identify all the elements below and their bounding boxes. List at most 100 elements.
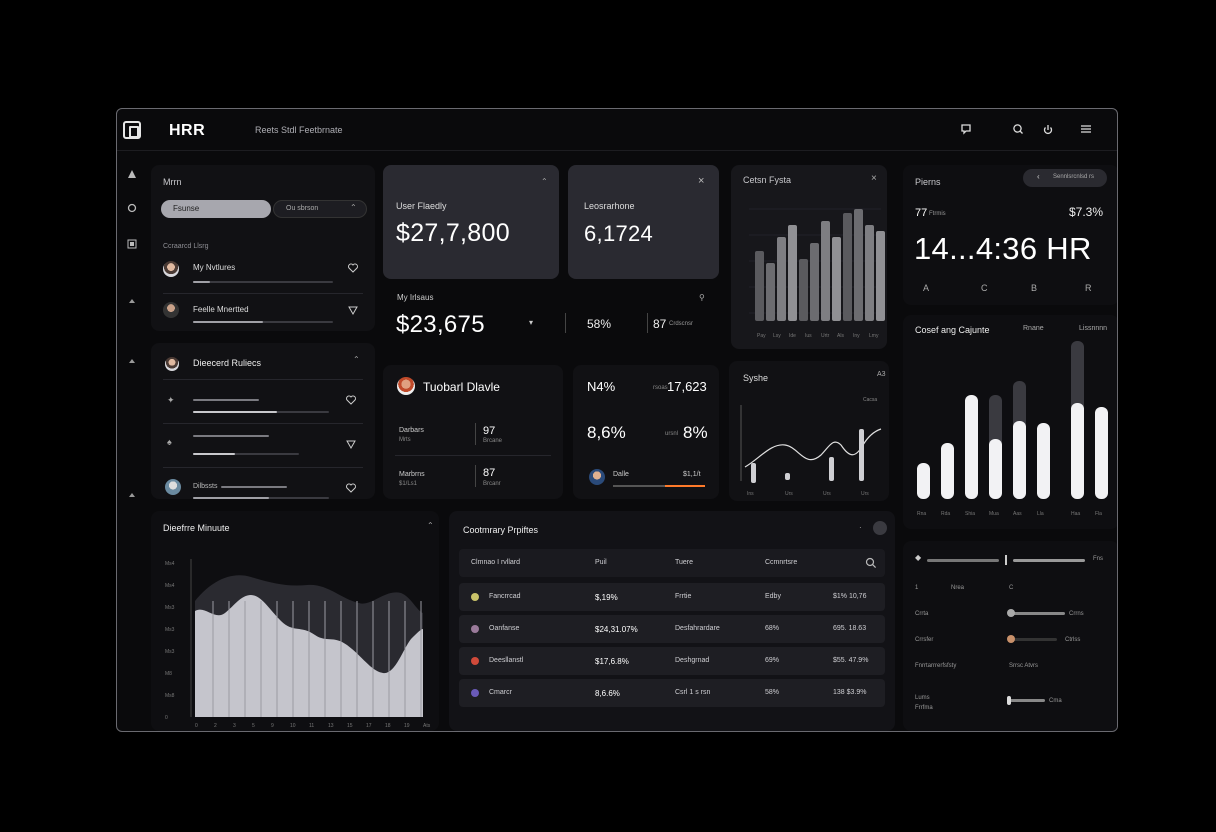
slider-track[interactable] bbox=[1013, 559, 1085, 562]
metric-4-label: ursnl bbox=[665, 431, 679, 437]
right-chart-legend-2: Lissnnnn bbox=[1079, 325, 1108, 332]
circle-icon[interactable] bbox=[125, 203, 139, 217]
tab-a[interactable]: A bbox=[923, 283, 930, 293]
diamond-icon[interactable] bbox=[125, 357, 139, 371]
divider bbox=[163, 293, 363, 294]
metric-4: 8% bbox=[683, 423, 708, 442]
settings-label: Crrsfer bbox=[915, 637, 934, 643]
chart-icon[interactable]: ⚲ bbox=[699, 293, 705, 302]
triangle-down-icon[interactable] bbox=[347, 303, 359, 316]
x-tick-label: Urs bbox=[785, 491, 793, 497]
triangle-down-icon[interactable] bbox=[345, 437, 357, 450]
x-tick-label: Mua bbox=[989, 511, 999, 517]
chart-bar bbox=[854, 209, 863, 321]
mid-chart-title: Syshe bbox=[743, 373, 769, 383]
expand-icon[interactable]: ⌃ bbox=[541, 177, 548, 186]
table-header-cell: Clmnao I rvllard bbox=[471, 559, 521, 566]
x-tick-label: Lmy bbox=[869, 333, 879, 339]
settings-value: Fns bbox=[1093, 556, 1104, 562]
chart-bar bbox=[876, 231, 885, 321]
heart-icon[interactable] bbox=[347, 261, 359, 273]
chart-bar bbox=[788, 225, 797, 321]
tab-b[interactable]: B bbox=[1031, 283, 1038, 293]
table-cell: Cmarcr bbox=[489, 689, 512, 696]
revenue-card[interactable]: User Flaedly $27,7,800 ⌃ bbox=[383, 165, 559, 279]
table-cell: 8,6.6% bbox=[595, 689, 620, 698]
x-tick-label: 5 bbox=[252, 723, 255, 729]
person-name: Tuobarl Dlavle bbox=[423, 380, 500, 394]
slider-track[interactable] bbox=[1007, 696, 1045, 705]
table-row[interactable]: Fancrrcad $,19% Frrtie Edby $1% 10,76 bbox=[459, 583, 885, 611]
slider-handle[interactable] bbox=[1007, 635, 1015, 643]
message-icon[interactable] bbox=[959, 123, 973, 137]
person-row-value-sub: Brcane bbox=[483, 438, 503, 444]
y-tick-label: Ms4 bbox=[165, 583, 175, 589]
divider bbox=[395, 455, 551, 456]
top-bar-chart: Pay Lsy Ide Ius Urtr Als Iny Lmy bbox=[749, 208, 885, 339]
diamond-icon: ◆ bbox=[915, 553, 922, 562]
slider-handle[interactable] bbox=[1007, 696, 1011, 705]
dropdown-chevron-icon[interactable]: ▾ bbox=[529, 318, 534, 327]
expand-icon[interactable]: ⌃ bbox=[427, 521, 434, 530]
chart-bar bbox=[1013, 421, 1026, 499]
chart-bar bbox=[832, 237, 841, 321]
heart-icon[interactable] bbox=[345, 481, 357, 493]
close-icon[interactable]: × bbox=[871, 173, 877, 184]
settings-panel: ◆ Fns 1 Nrea C Crrta Crrns Crrsfer Ctrls… bbox=[903, 541, 1117, 731]
dot-menu-icon[interactable]: · bbox=[859, 523, 862, 532]
x-tick-label: Ius bbox=[805, 333, 812, 339]
list-progress-track bbox=[193, 453, 299, 455]
time-panel-button[interactable]: ‹ Sennlsrcnlsd rs bbox=[1023, 169, 1107, 187]
table-cell: Deshgrnad bbox=[675, 657, 710, 664]
count-card[interactable]: Leosrarhone 6,1724 × bbox=[568, 165, 719, 279]
list-progress-fill bbox=[193, 497, 270, 499]
slider-track[interactable] bbox=[1007, 609, 1065, 617]
right-chart-title: Cosef ang Cajunte bbox=[915, 325, 990, 335]
settings-label: Fnrrtarrrerfsfsty bbox=[915, 663, 957, 669]
toggle-inactive-button[interactable]: Ou sbrson ⌃ bbox=[273, 200, 367, 218]
time-right-value: $7.3% bbox=[1069, 205, 1104, 219]
table-row[interactable]: Oanfanse $24,31.07% Desfahrardare 68% 695. 1… bbox=[459, 615, 885, 643]
power-icon[interactable] bbox=[1041, 123, 1055, 137]
triangle-icon[interactable] bbox=[125, 169, 139, 183]
flag-icon[interactable] bbox=[125, 491, 139, 505]
table-row[interactable]: Deesllanstl $17,6.8% Deshgrnad 69% $55. 47.9… bbox=[459, 647, 885, 675]
avatar bbox=[397, 377, 415, 395]
settings-icon[interactable] bbox=[873, 521, 887, 535]
x-tick-label: 17 bbox=[366, 723, 372, 729]
divider bbox=[163, 379, 363, 380]
search-icon[interactable] bbox=[865, 556, 877, 574]
spade-icon[interactable] bbox=[125, 297, 139, 311]
page-subtitle: Reets Stdl Feetbrnate bbox=[255, 125, 343, 135]
slider-handle[interactable] bbox=[1007, 609, 1015, 617]
settings-value: Srrsc Atvrs bbox=[1009, 663, 1039, 669]
slider-handle[interactable] bbox=[1005, 555, 1007, 565]
slider-track[interactable] bbox=[1007, 635, 1057, 643]
slider-track[interactable] bbox=[927, 559, 999, 562]
grid-icon[interactable] bbox=[125, 239, 139, 253]
time-left-sub: Ftrmis bbox=[929, 211, 946, 217]
settings-value: C bbox=[1009, 585, 1014, 591]
metrics-progress-track bbox=[613, 485, 705, 487]
toggle-active-button[interactable]: Fsunse bbox=[161, 200, 271, 218]
tab-r[interactable]: R bbox=[1085, 283, 1092, 293]
table-cell: Desfahrardare bbox=[675, 625, 720, 632]
heart-icon[interactable] bbox=[345, 393, 357, 405]
expand-icon[interactable]: ⌃ bbox=[353, 355, 360, 364]
table-row[interactable]: Cmarcr 8,6.6% Csrl 1 s rsn 58% 138 $3.9% bbox=[459, 679, 885, 707]
x-tick-label: 15 bbox=[347, 723, 353, 729]
top-chart-panel: Cetsn Fysta × Pay Lsy Ide Ius Urtr Als Iny Lmy bbox=[731, 165, 887, 349]
x-tick-label: Urs bbox=[861, 491, 869, 497]
app-logo-icon[interactable] bbox=[123, 121, 141, 139]
tab-c[interactable]: C bbox=[981, 283, 988, 293]
back-icon: ‹ bbox=[1037, 172, 1040, 181]
search-icon[interactable] bbox=[1011, 123, 1025, 137]
area-chart-panel: Dieefrre Minuute ⌃ Ms4 Ms4 Ms3 Ms3 Ms3 M8 Ms8 0… bbox=[151, 511, 439, 731]
close-icon[interactable]: × bbox=[698, 175, 705, 187]
x-tick-label: Shia bbox=[965, 511, 975, 517]
time-panel: Pierns ‹ Sennlsrcnlsd rs 77 Ftrmis $7.3%… bbox=[903, 165, 1117, 305]
settings-value: Cma bbox=[1049, 698, 1062, 704]
chart-bar bbox=[865, 225, 874, 321]
members-section-label: Ccraarcd Llsrg bbox=[163, 243, 209, 250]
menu-icon[interactable] bbox=[1079, 123, 1093, 137]
